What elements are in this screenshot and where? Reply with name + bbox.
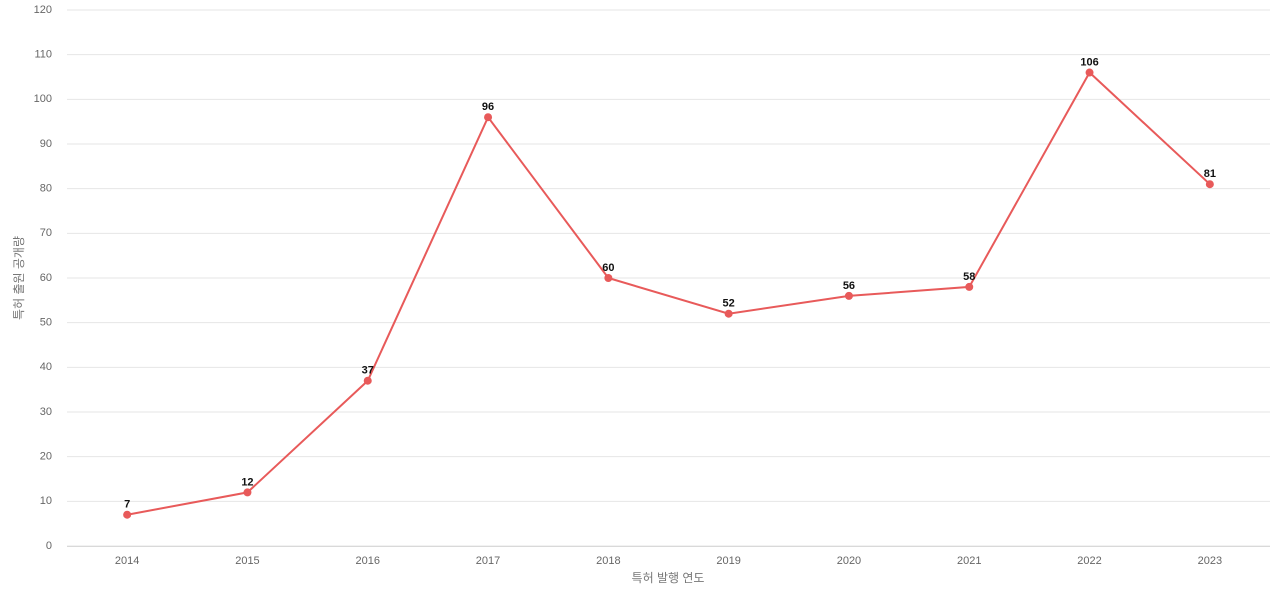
value-label: 58	[963, 271, 975, 283]
point	[243, 488, 252, 497]
point	[844, 291, 853, 300]
value-label: 56	[843, 280, 855, 292]
y-tick-label: 120	[34, 4, 52, 16]
x-tick-label: 2014	[115, 555, 139, 567]
x-tick-label: 2021	[957, 555, 981, 567]
y-tick-label: 0	[46, 540, 52, 552]
x-tick-label: 2016	[356, 555, 380, 567]
y-tick-label: 20	[40, 451, 52, 463]
line	[126, 70, 1211, 516]
value-label: 37	[362, 365, 374, 377]
x-tick-label: 2023	[1198, 555, 1222, 567]
y-tick-label: 100	[34, 93, 52, 105]
point	[724, 309, 733, 318]
y-tick-label: 60	[40, 272, 52, 284]
value-label: 60	[602, 262, 614, 274]
y-tick-label: 80	[40, 183, 52, 195]
x-axis-title: 특허 발행 연도	[632, 570, 705, 585]
y-tick-label: 110	[34, 49, 52, 61]
x-tick-label: 2015	[235, 555, 259, 567]
point	[363, 376, 372, 385]
value-label: 52	[723, 298, 735, 310]
x-tick-label: 2018	[596, 555, 620, 567]
value-label: 7	[124, 499, 130, 511]
y-tick-label: 30	[40, 406, 52, 418]
y-axis-title: 특허 출원 공개량	[12, 236, 26, 320]
point	[604, 274, 613, 282]
x-tick-label: 2020	[837, 555, 861, 567]
y-tick-label: 40	[40, 361, 52, 373]
point	[123, 510, 132, 519]
point	[1205, 180, 1214, 189]
y-tick-label: 50	[40, 317, 52, 329]
value-label: 96	[482, 101, 494, 113]
y-tick-label: 90	[40, 138, 52, 150]
x-tick-label: 2017	[476, 555, 500, 567]
y-tick-label: 10	[40, 495, 52, 507]
x-tick-label: 2019	[716, 555, 740, 567]
y-tick-label: 70	[40, 227, 52, 239]
point	[1085, 68, 1094, 77]
point	[484, 113, 493, 122]
value-label: 12	[241, 476, 253, 488]
value-label: 106	[1080, 56, 1098, 68]
point	[965, 282, 974, 291]
x-tick-label: 2022	[1077, 555, 1101, 567]
value-label: 81	[1204, 168, 1216, 180]
